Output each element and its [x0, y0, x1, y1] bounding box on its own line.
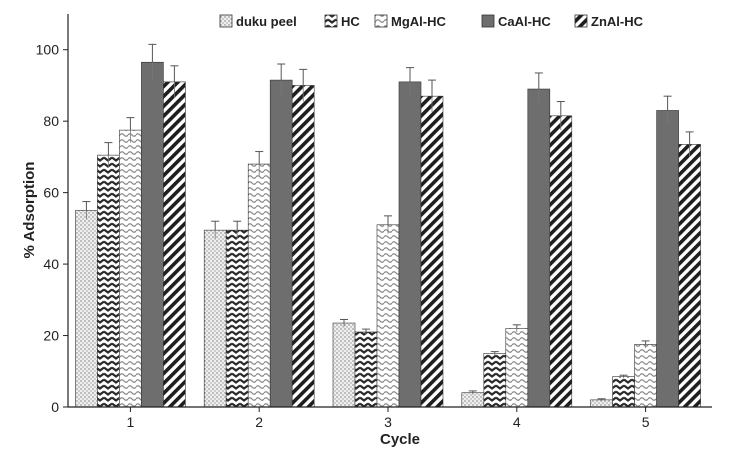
legend-item-znal-hc: ZnAl-HC — [574, 14, 644, 29]
legend-item-hc: HC — [324, 14, 360, 29]
bar-duku-peel-cycle-4 — [461, 392, 485, 408]
y-tick-label: 80 — [43, 113, 59, 129]
legend-swatch — [324, 14, 338, 28]
bar-mgal-hc-cycle-5 — [634, 344, 657, 408]
bar-znal-hc-cycle-4 — [549, 115, 573, 408]
error-bar-hc-cycle-3 — [362, 328, 370, 335]
bar-znal-hc-cycle-3 — [420, 95, 444, 408]
error-bar-mgal-hc-cycle-4 — [512, 324, 521, 332]
x-tick-label: 5 — [642, 414, 650, 430]
legend-item-mgal-hc: MgAl-HC — [374, 14, 446, 29]
x-tick-label: 3 — [384, 414, 392, 430]
error-bar-duku-peel-cycle-5 — [597, 398, 606, 401]
error-bar-caal-hc-cycle-5 — [663, 95, 672, 125]
legend-item-caal-hc: CaAl-HC — [481, 14, 551, 29]
bar-caal-hc-cycle-1 — [141, 61, 164, 408]
legend-label: ZnAl-HC — [591, 14, 644, 29]
legend-swatch — [481, 14, 495, 28]
bar-hc-cycle-4 — [483, 353, 507, 408]
axes-group — [63, 14, 712, 412]
bar-caal-hc-cycle-3 — [398, 81, 422, 408]
error-bar-znal-hc-cycle-4 — [556, 101, 565, 131]
error-bar-znal-hc-cycle-2 — [299, 68, 308, 102]
legend-label: MgAl-HC — [391, 14, 446, 29]
error-bar-mgal-hc-cycle-2 — [255, 151, 264, 177]
error-bar-mgal-hc-cycle-3 — [384, 215, 392, 234]
y-tick-label: 40 — [43, 256, 59, 272]
bar-znal-hc-cycle-5 — [678, 144, 701, 408]
bar-duku-peel-cycle-1 — [75, 210, 98, 408]
x-axis-title: Cycle — [380, 431, 420, 448]
bars-group — [75, 61, 701, 408]
bar-caal-hc-cycle-5 — [656, 110, 679, 408]
legend-swatch — [374, 14, 388, 28]
bar-duku-peel-cycle-2 — [203, 229, 227, 408]
y-tick-label: 100 — [36, 42, 60, 58]
bar-mgal-hc-cycle-1 — [119, 129, 142, 408]
bar-hc-cycle-5 — [612, 376, 635, 408]
bar-caal-hc-cycle-2 — [269, 79, 293, 408]
error-bar-hc-cycle-1 — [104, 142, 113, 168]
error-bar-znal-hc-cycle-3 — [428, 79, 436, 113]
y-tick-label: 60 — [43, 185, 59, 201]
bar-znal-hc-cycle-1 — [163, 81, 186, 408]
legend-label: duku peel — [236, 14, 297, 29]
error-bar-caal-hc-cycle-4 — [534, 72, 543, 106]
bar-hc-cycle-2 — [225, 229, 249, 408]
error-bars-group — [82, 43, 694, 401]
error-bar-duku-peel-cycle-1 — [82, 201, 91, 220]
legend-item-duku-peel: duku peel — [219, 14, 297, 29]
error-bar-mgal-hc-cycle-5 — [641, 340, 650, 349]
error-bar-mgal-hc-cycle-1 — [126, 117, 135, 143]
bar-duku-peel-cycle-3 — [332, 322, 356, 408]
error-bar-duku-peel-cycle-2 — [211, 220, 220, 240]
bar-mgal-hc-cycle-2 — [247, 163, 271, 408]
bar-hc-cycle-1 — [97, 154, 120, 408]
error-bar-hc-cycle-5 — [619, 374, 628, 379]
x-tick-labels: 1 2 3 4 5 — [127, 414, 650, 430]
legend-label: HC — [341, 14, 360, 29]
error-bar-znal-hc-cycle-1 — [170, 65, 179, 98]
y-tick-labels: 0 20 40 60 80 100 — [36, 42, 60, 415]
bar-mgal-hc-cycle-3 — [376, 224, 400, 408]
error-bar-znal-hc-cycle-5 — [685, 131, 694, 157]
legend: duku peel HC MgAl-HC CaAl-HC ZnAl-HC — [219, 14, 644, 29]
error-bar-duku-peel-cycle-3 — [340, 318, 348, 327]
legend-swatch — [219, 14, 233, 28]
bar-hc-cycle-3 — [354, 331, 378, 408]
error-bar-caal-hc-cycle-1 — [148, 43, 157, 81]
error-bar-caal-hc-cycle-2 — [277, 63, 286, 97]
y-tick-label: 20 — [43, 328, 59, 344]
bar-caal-hc-cycle-4 — [527, 88, 551, 408]
x-tick-label: 2 — [255, 414, 263, 430]
legend-label: CaAl-HC — [498, 14, 551, 29]
x-tick-label: 1 — [127, 414, 135, 430]
bar-znal-hc-cycle-2 — [291, 85, 315, 408]
y-axis-title: % Adsorption — [21, 162, 38, 259]
legend-swatch — [574, 14, 588, 28]
error-bar-hc-cycle-2 — [233, 220, 242, 240]
bar-mgal-hc-cycle-4 — [505, 328, 529, 408]
error-bar-duku-peel-cycle-4 — [468, 390, 477, 395]
error-bar-hc-cycle-4 — [490, 351, 499, 356]
x-tick-label: 4 — [513, 414, 521, 430]
y-tick-label: 0 — [51, 399, 59, 415]
error-bar-caal-hc-cycle-3 — [406, 67, 414, 97]
